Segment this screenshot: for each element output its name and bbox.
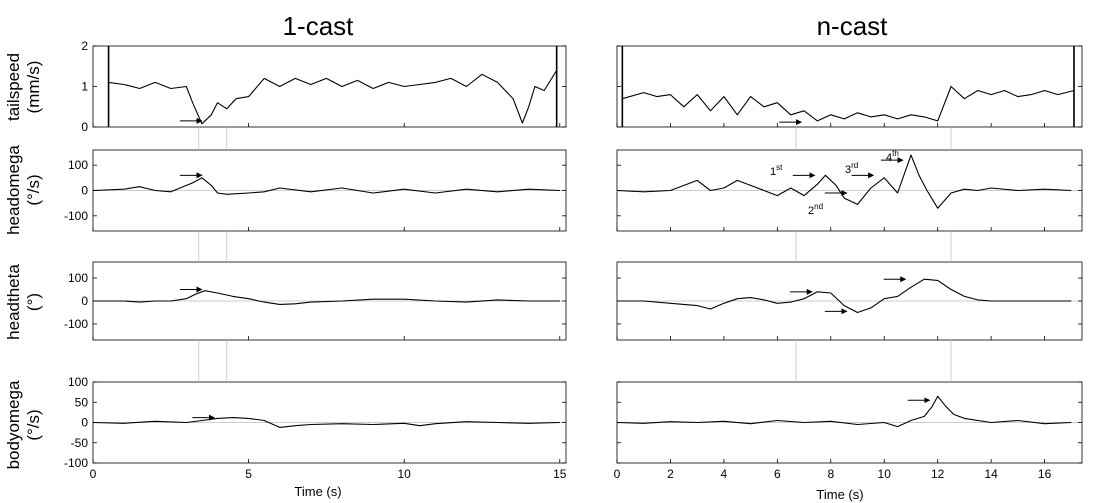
right-tailspeed-series-line bbox=[622, 85, 1075, 122]
right-bodyomega-xtick-label: 14 bbox=[984, 467, 998, 481]
left-tailspeed-ytick-label: 0 bbox=[81, 120, 88, 134]
left-headtheta-ytick-label: 100 bbox=[68, 271, 88, 285]
cast-label-4th: 4th bbox=[886, 149, 899, 164]
left-headtheta-ytick-label: 0 bbox=[81, 294, 88, 308]
left-panel-title: 1-cast bbox=[283, 11, 355, 41]
left-bodyomega-xtick-label: 10 bbox=[398, 467, 412, 481]
left-tailspeed-ytick-label: 1 bbox=[81, 80, 88, 94]
left-x-axis-title: Time (s) bbox=[294, 484, 341, 499]
left-headomega-ytick-label: 0 bbox=[81, 184, 88, 198]
left-headtheta-series-line bbox=[93, 290, 560, 305]
right-bodyomega-xtick-label: 8 bbox=[827, 467, 834, 481]
right-x-axis-title: Time (s) bbox=[816, 487, 863, 502]
cast-label-2nd: 2nd bbox=[808, 202, 823, 217]
right-bodyomega-xtick-label: 10 bbox=[878, 467, 892, 481]
row-label-bodyomega: bodyomega bbox=[4, 380, 23, 469]
row-label-headtheta: headtheta bbox=[4, 264, 23, 340]
row-unit-headtheta: (°) bbox=[24, 293, 43, 311]
left-bodyomega-ytick-label: -100 bbox=[64, 456, 88, 470]
right-headomega-series-line bbox=[616, 154, 1072, 209]
left-headomega-ytick-label: 100 bbox=[68, 158, 88, 172]
left-bodyomega-ytick-label: 50 bbox=[75, 395, 89, 409]
right-bodyomega-xtick-label: 0 bbox=[614, 467, 621, 481]
right-headtheta-series-line bbox=[617, 278, 1072, 314]
row-label-tailspeed: tailspeed bbox=[4, 53, 23, 121]
right-tailspeed-frame bbox=[616, 45, 1083, 128]
right-panel-title: n-cast bbox=[817, 11, 889, 41]
left-headomega-series-line bbox=[92, 177, 560, 195]
right-bodyomega-xtick-label: 2 bbox=[667, 467, 674, 481]
right-bodyomega-xtick-label: 4 bbox=[721, 467, 728, 481]
left-bodyomega-series-line bbox=[92, 417, 560, 428]
left-tailspeed-series-line bbox=[108, 70, 558, 125]
left-bodyomega-xtick-label: 5 bbox=[245, 467, 252, 481]
left-bodyomega-ytick-label: 100 bbox=[68, 375, 88, 389]
right-bodyomega-series-line bbox=[616, 395, 1072, 428]
row-unit-tailspeed: (mm/s) bbox=[24, 61, 43, 114]
left-bodyomega-xtick-label: 0 bbox=[90, 467, 97, 481]
left-bodyomega-xtick-label: 15 bbox=[553, 467, 567, 481]
left-headomega-ytick-label: -100 bbox=[64, 209, 88, 223]
left-headtheta-ytick-label: -100 bbox=[64, 317, 88, 331]
right-bodyomega-xtick-label: 16 bbox=[1038, 467, 1052, 481]
left-bodyomega-ytick-label: 0 bbox=[81, 416, 88, 430]
row-labels: tailspeed (mm/s) headomega (°/s) headthe… bbox=[4, 53, 43, 469]
cast-label-3rd: 3rd bbox=[845, 161, 858, 176]
right-bodyomega-xtick-label: 6 bbox=[774, 467, 781, 481]
left-tailspeed-ytick-label: 2 bbox=[81, 39, 88, 53]
row-unit-bodyomega: (°/s) bbox=[24, 409, 43, 440]
left-bodyomega-ytick-label: -50 bbox=[71, 436, 89, 450]
cast-labels: 1st 2nd 3rd 4th bbox=[770, 149, 899, 217]
row-label-headomega: headomega bbox=[4, 145, 23, 235]
right-bodyomega-xtick-label: 12 bbox=[931, 467, 945, 481]
left-tailspeed-frame bbox=[92, 45, 567, 128]
cast-label-1st: 1st bbox=[770, 163, 783, 178]
row-unit-headomega: (°/s) bbox=[24, 174, 43, 205]
